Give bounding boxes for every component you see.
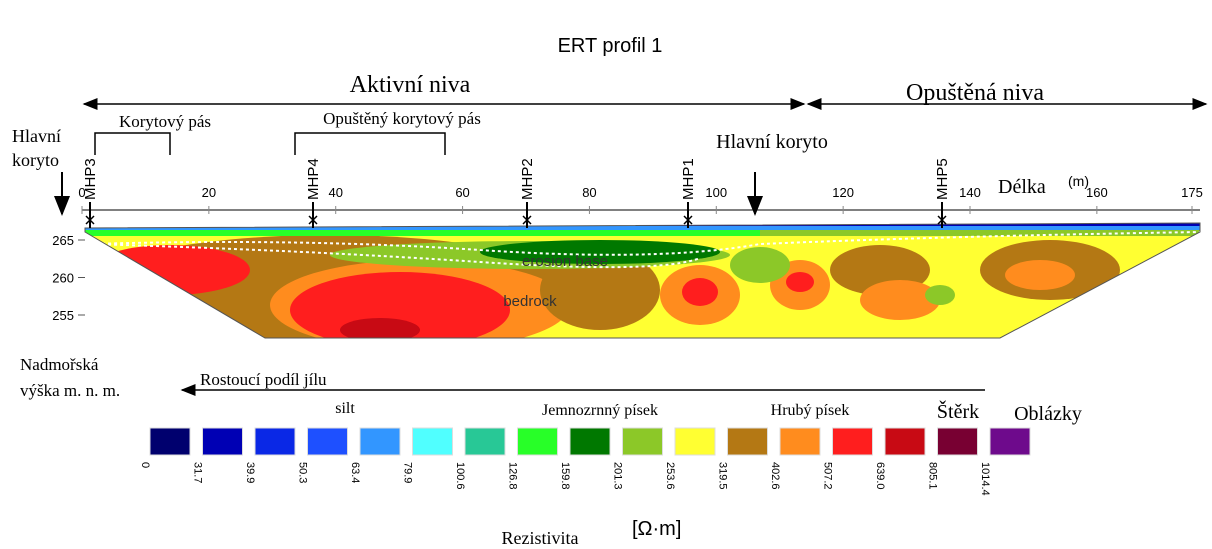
color-swatch <box>359 427 401 456</box>
resistivity-section <box>85 223 1200 338</box>
bracket <box>94 132 171 155</box>
color-value: 126.8 <box>507 462 519 490</box>
channel-label: koryto <box>12 150 59 170</box>
x-tick-label: 20 <box>202 185 216 200</box>
borehole-marker <box>937 215 947 225</box>
borehole-marker <box>683 215 693 225</box>
x-tick-label: 175 <box>1181 185 1203 200</box>
color-value: 201.3 <box>612 462 624 490</box>
x-tick-label: 100 <box>705 185 727 200</box>
color-swatch <box>464 427 506 456</box>
legend-class: Jemnozrnný písek <box>542 402 658 419</box>
x-axis-unit: (m) <box>1068 173 1089 189</box>
x-tick-label: 60 <box>455 185 469 200</box>
color-value: 50.3 <box>297 462 309 483</box>
color-swatch <box>202 427 243 456</box>
color-value: 319.5 <box>717 462 729 490</box>
generated: 0 20 40 60 80 100 120 140 160 175 265 260 255 MHP3 MHP… <box>52 158 1203 495</box>
color-swatch <box>937 427 978 456</box>
color-value: 39.9 <box>244 462 256 483</box>
color-swatch <box>989 427 1031 456</box>
borehole-label: MHP2 <box>519 158 536 200</box>
channel-label: Hlavní koryto <box>716 131 828 153</box>
color-value: 63.4 <box>349 462 361 483</box>
y-tick-label: 260 <box>52 271 74 286</box>
color-swatch <box>674 427 716 456</box>
zone-label: Opuštěná niva <box>906 80 1044 106</box>
x-tick-label: 120 <box>832 185 854 200</box>
bracket <box>294 132 446 155</box>
color-value: 402.6 <box>769 462 781 490</box>
zone-label: Aktivní niva <box>350 72 471 98</box>
color-value: 253.6 <box>664 462 676 490</box>
x-tick-label: 0 <box>78 185 85 200</box>
color-swatch <box>569 427 611 456</box>
x-tick-label: 160 <box>1086 185 1108 200</box>
borehole-label: MHP5 <box>934 158 951 200</box>
color-value: 639.0 <box>874 462 886 490</box>
x-tick-label: 80 <box>582 185 596 200</box>
color-swatch <box>832 427 873 456</box>
legend-class: Hrubý písek <box>771 402 850 419</box>
color-value: 1014.4 <box>979 462 991 496</box>
annotation: bedrock <box>503 293 557 310</box>
color-swatch <box>884 427 926 456</box>
legend-title: Rezistivita <box>502 528 579 548</box>
legend-class: Štěrk <box>937 399 979 423</box>
channel-label: Hlavní <box>12 126 61 146</box>
color-value: 31.7 <box>192 462 204 483</box>
x-axis-label: Délka <box>998 176 1046 198</box>
y-tick-label: 265 <box>52 233 74 248</box>
x-tick-label: 40 <box>328 185 342 200</box>
color-value: 100.6 <box>454 462 466 490</box>
borehole-label: MHP3 <box>82 158 99 200</box>
color-swatch <box>412 427 453 456</box>
color-swatch <box>727 427 768 456</box>
color-swatch <box>517 427 558 456</box>
color-value: 0 <box>139 462 151 468</box>
title: ERT profil 1 <box>558 35 663 57</box>
legend-class: silt <box>335 400 355 417</box>
color-swatch <box>779 427 821 456</box>
color-value: 507.2 <box>822 462 834 490</box>
borehole-label: MHP1 <box>680 158 697 200</box>
borehole-marker <box>308 215 318 225</box>
belt-label: Opuštěný korytový pás <box>323 109 481 128</box>
belt-label: Korytový pás <box>119 112 211 131</box>
borehole-label: MHP4 <box>305 158 322 200</box>
legend-class: Oblázky <box>1014 403 1082 425</box>
color-swatch <box>254 427 296 456</box>
color-value: 79.9 <box>402 462 414 483</box>
x-tick-label: 140 <box>959 185 981 200</box>
color-swatch <box>149 427 191 456</box>
y-axis-label: Nadmořská <box>20 355 99 374</box>
annotation: erosion base <box>522 253 608 270</box>
y-tick-label: 255 <box>52 308 74 323</box>
color-swatch <box>622 427 663 456</box>
color-swatch <box>307 427 348 456</box>
annotation: Rostoucí podíl jílu <box>200 370 327 389</box>
borehole-marker <box>522 215 532 225</box>
legend-unit: [Ω·m] <box>632 518 681 540</box>
color-value: 805.1 <box>927 462 939 490</box>
color-value: 159.8 <box>559 462 571 490</box>
y-axis-label: výška m. n. m. <box>20 381 120 400</box>
section-outline <box>84 222 1201 339</box>
borehole-marker <box>85 215 95 225</box>
